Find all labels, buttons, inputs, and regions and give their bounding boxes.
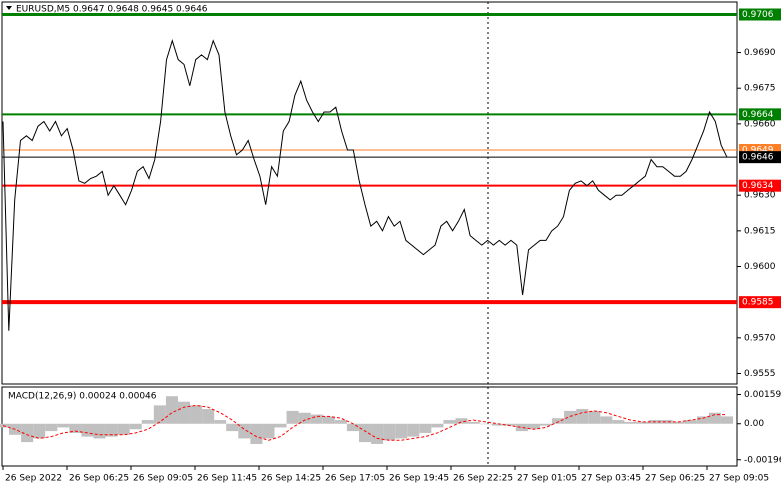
macd-bar [708,412,721,424]
macd-bar [117,423,130,435]
macd-bar [202,409,215,424]
macd-bar [226,423,239,432]
level-tag [739,179,781,192]
macd-bar [431,423,444,428]
level-label: 0.9646 [742,153,774,163]
level-tag [739,108,781,121]
macd-bar [588,410,601,424]
y-tick-label: -0.00196 [744,455,781,465]
macd-bar [93,423,106,439]
y-tick-label: 0.9570 [744,333,776,343]
macd-bar [479,423,492,425]
macd-bar [600,416,613,424]
level-tag [739,296,781,309]
macd-bar [455,418,468,424]
y-tick-label: 0.9600 [744,262,776,272]
x-tick-label: 26 Sep 2022 [5,474,62,484]
macd-bar [262,423,275,439]
level-tag [739,151,781,164]
y-tick-label: 0.9675 [744,84,776,94]
macd-bar [672,421,685,424]
macd-bar [503,423,516,426]
x-tick-label: 27 Sep 06:25 [645,474,705,484]
macd-bar [696,416,709,424]
x-tick-label: 26 Sep 22:25 [453,474,513,484]
macd-bar [395,423,408,439]
macd-bar [467,421,480,424]
macd-bar [177,401,191,424]
macd-bar [624,421,637,424]
x-tick-label: 26 Sep 17:05 [325,474,385,484]
level-tag [739,8,781,21]
macd-bar [33,423,46,439]
macd-bar [539,423,553,426]
macd-bar [250,423,263,444]
macd-bar [322,416,335,424]
y-tick-label: 0.00 [744,419,764,429]
macd-bar [419,423,432,433]
macd-bar [129,423,142,430]
macd-bar [407,423,420,437]
macd-bar [576,409,589,424]
level-label: 0.9706 [742,10,774,20]
level-label: 0.9664 [742,110,774,120]
macd-bar [684,420,697,424]
x-tick-label: 26 Sep 14:25 [261,474,321,484]
macd-bar [238,423,251,439]
macd-bar [165,396,178,424]
macd-bar [21,423,34,443]
macd-bar [383,423,396,441]
macd-bar [298,412,311,424]
macd-bar [636,421,649,424]
macd-bar [334,420,347,424]
macd-bar [286,410,299,424]
macd-bar [720,416,734,424]
macd-bar [491,423,504,426]
macd-bar [552,418,565,424]
macd-bar [105,423,118,437]
macd-bar [274,423,287,428]
macd-bar [564,410,577,424]
y-tick-label: 0.9555 [744,369,776,379]
x-tick-label: 27 Sep 03:45 [581,474,641,484]
signal-line [2,404,727,441]
macd-bar [515,423,528,432]
macd-bar [69,423,82,433]
macd-bar [214,420,227,424]
level-label: 0.9634 [742,181,774,191]
level-label: 0.9649 [742,146,774,156]
level-label: 0.9585 [742,298,774,308]
macd-bar [81,423,94,437]
macd-bar [190,405,203,424]
macd-bar [141,420,154,424]
macd-bar [310,414,323,424]
macd-bar [660,420,673,424]
y-tick-label: 0.9630 [744,191,776,201]
macd-bar [527,423,540,430]
collapse-icon [6,6,12,10]
x-tick-label: 26 Sep 06:25 [69,474,129,484]
macd-bar [153,405,166,424]
macd-bar [371,423,384,444]
x-tick-label: 27 Sep 09:05 [709,474,769,484]
price-line [2,39,728,331]
y-tick-label: 0.00159 [744,390,781,400]
macd-bar [346,423,359,432]
macd-bar [358,423,372,443]
macd-bar [45,423,58,432]
macd-bar [443,420,456,424]
x-tick-label: 26 Sep 11:45 [197,474,257,484]
x-tick-label: 27 Sep 01:05 [517,474,577,484]
x-tick-label: 26 Sep 09:05 [133,474,193,484]
y-tick-label: 0.9690 [744,48,776,58]
price-panel [1,1,738,385]
macd-title: MACD(12,26,9) 0.00024 0.00046 [8,392,157,402]
price-title: EURUSD,M5 0.9647 0.9648 0.9645 0.9646 [16,5,208,15]
y-tick-label: 0.9660 [744,119,776,129]
macd-bar [57,423,70,428]
x-tick-label: 26 Sep 19:45 [389,474,449,484]
y-tick-label: 0.9615 [744,226,776,236]
macd-bar [612,420,625,424]
